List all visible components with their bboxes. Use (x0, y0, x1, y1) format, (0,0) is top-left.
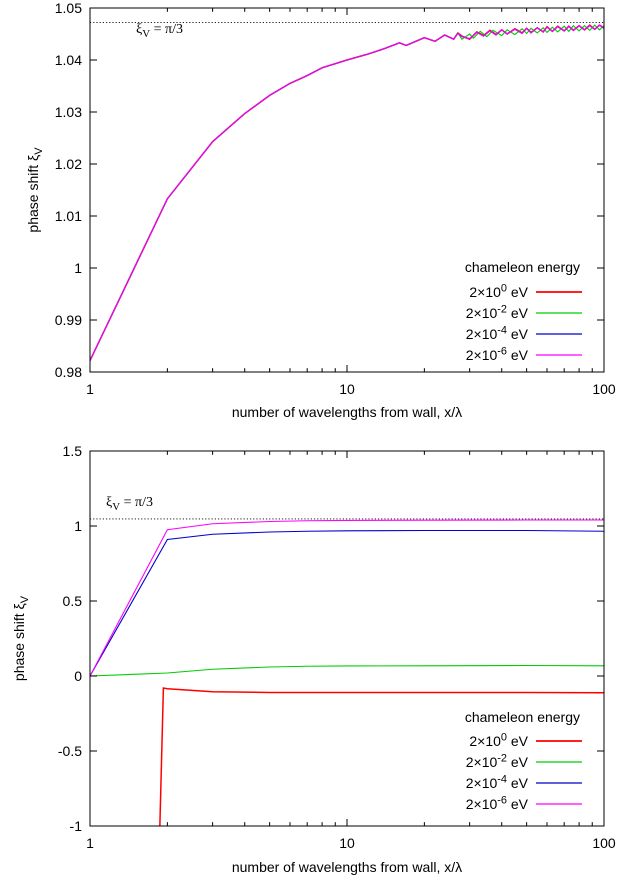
legend-label-3: 2×10-4 eV (466, 324, 529, 342)
y-tick-label: 1 (74, 260, 82, 276)
legend: chameleon energy 2×100 eV 2×10-2 eV 2×10-4 … (465, 259, 582, 363)
series-line-4 (90, 24, 604, 361)
series-line-1 (159, 687, 604, 826)
y-axis-label: phase shift ξV (11, 595, 31, 681)
legend-title: chameleon energy (465, 259, 580, 275)
legend-title: chameleon energy (465, 709, 580, 725)
y-tick-label: -1 (70, 818, 83, 834)
series-line-3 (90, 529, 604, 677)
y-tick-label: 1.01 (55, 208, 82, 224)
legend-label-2: 2×10-2 eV (466, 303, 529, 321)
legend-label-1: 2×100 eV (469, 282, 528, 300)
x-axis-label: number of wavelengths from wall, x/λ (232, 859, 462, 875)
x-tick-label: 1 (86, 835, 94, 851)
x-tick-label: 100 (592, 835, 616, 851)
chart-panel-1: ξV = π/3 0.98 0.99 1 1.01 1.02 1.03 1.04 1.05 1 10… (25, 0, 616, 420)
x-tick-label: 10 (339, 381, 355, 397)
y-tick-label: 0.5 (63, 593, 83, 609)
y-tick-label: 0 (74, 668, 82, 684)
legend: chameleon energy 2×100 eV 2×10-2 eV 2×10-4 … (465, 709, 582, 812)
chart-panel-2: ξV = π/3 -1 -0.5 0 0.5 1 1.5 1 10 100 number of wa… (11, 443, 616, 875)
x-axis-label: number of wavelengths from wall, x/λ (232, 404, 462, 420)
series-line-4 (90, 519, 604, 677)
y-tick-label: 1 (74, 518, 82, 534)
y-tick-label: 1.05 (55, 0, 82, 16)
x-tick-label: 100 (592, 381, 616, 397)
y-tick-label: 0.98 (55, 364, 82, 380)
reference-label: ξV = π/3 (136, 22, 183, 40)
y-tick-label: 1.03 (55, 104, 82, 120)
y-axis-label: phase shift ξV (25, 147, 45, 233)
reference-label: ξV = π/3 (106, 495, 153, 513)
legend-label-1: 2×100 eV (469, 731, 528, 749)
x-tick-label: 1 (86, 381, 94, 397)
y-tick-label: 0.99 (55, 312, 82, 328)
legend-label-2: 2×10-2 eV (466, 752, 529, 770)
legend-label-3: 2×10-4 eV (466, 773, 529, 791)
y-tick-label: 1.02 (55, 156, 82, 172)
legend-label-4: 2×10-6 eV (466, 345, 529, 363)
x-tick-label: 10 (339, 835, 355, 851)
y-tick-label: 1.5 (63, 443, 83, 459)
y-tick-label: -0.5 (58, 743, 82, 759)
legend-label-4: 2×10-6 eV (466, 794, 529, 812)
y-tick-label: 1.04 (55, 52, 82, 68)
series-line-2 (90, 664, 604, 677)
